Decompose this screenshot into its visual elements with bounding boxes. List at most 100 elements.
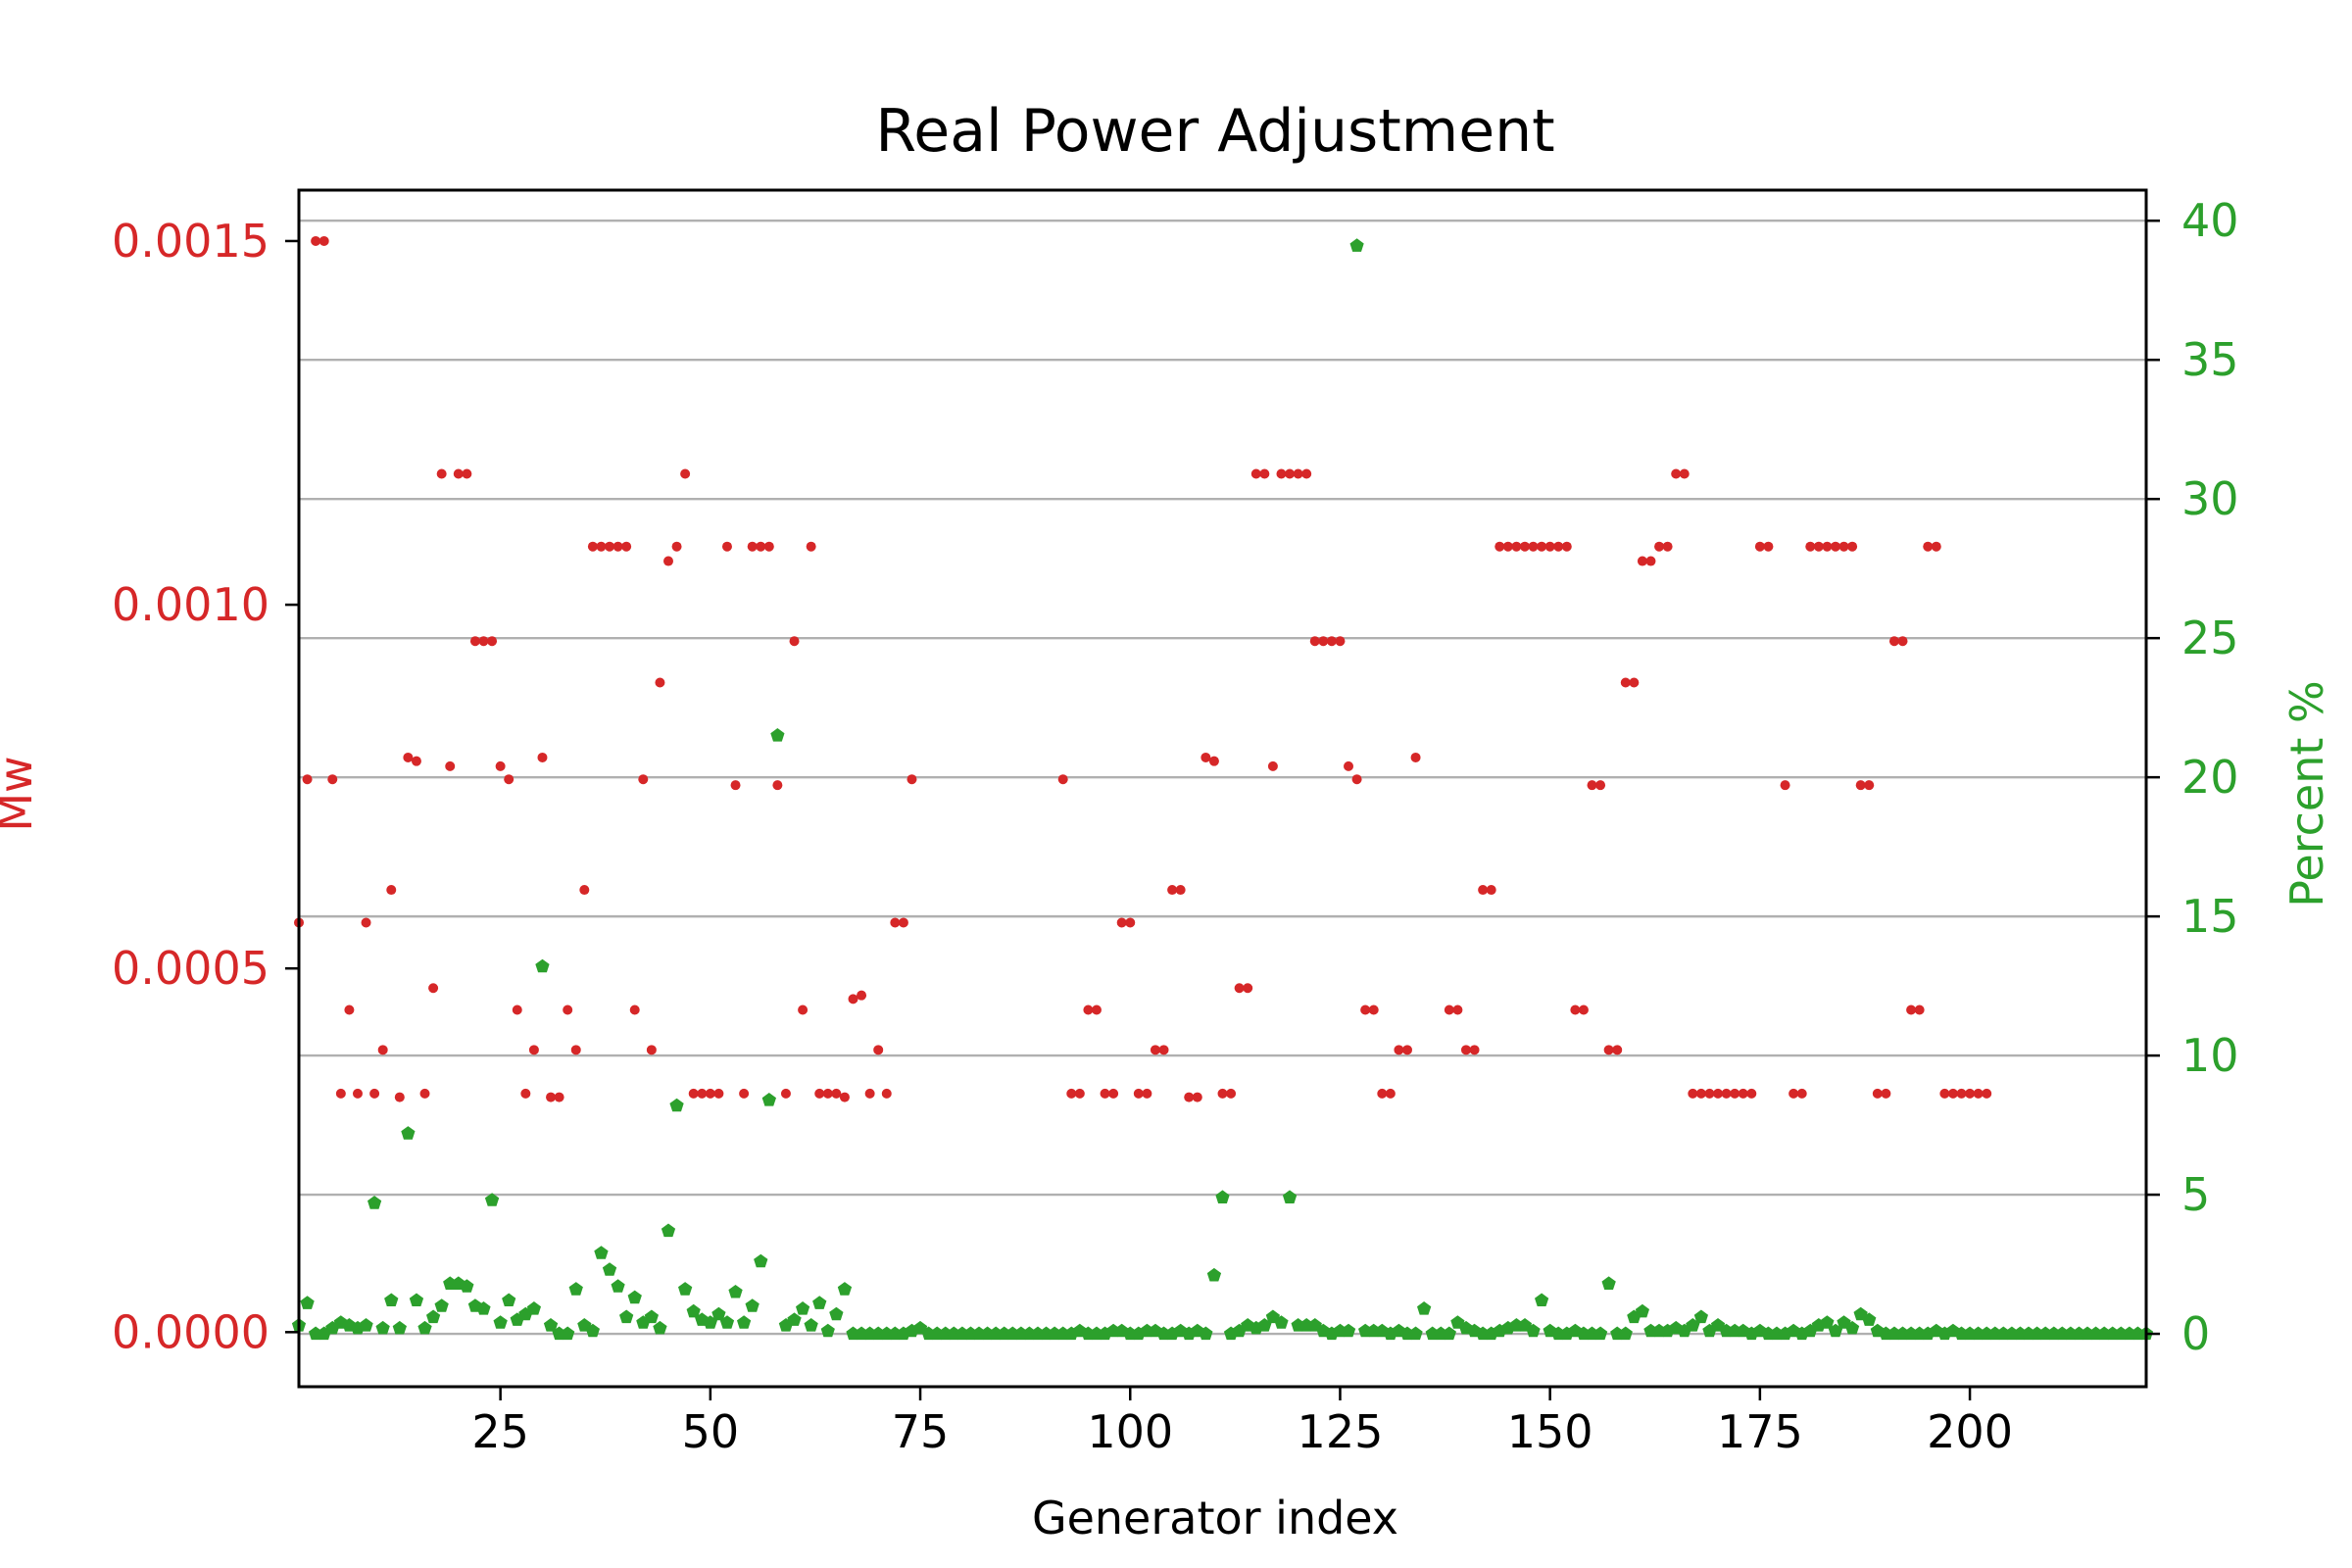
mw-point — [1704, 1088, 1715, 1099]
percent-point — [1215, 1190, 1230, 1203]
mw-point — [1150, 1045, 1160, 1055]
mw-point — [814, 1088, 825, 1099]
mw-point — [1645, 556, 1656, 566]
percent-point — [1349, 238, 1364, 252]
mw-point — [302, 774, 313, 785]
percent-point — [711, 1306, 726, 1321]
mw-point — [873, 1045, 884, 1055]
mw-point — [857, 990, 867, 1001]
mw-point — [1578, 1004, 1589, 1015]
mw-point — [1402, 1045, 1412, 1055]
mw-point — [629, 1004, 640, 1015]
mw-point — [1125, 917, 1136, 928]
x-tick-label: 100 — [1087, 1405, 1173, 1458]
mw-point — [495, 760, 506, 771]
percent-point — [384, 1293, 399, 1306]
y-right-tick-label: 10 — [2181, 1029, 2239, 1082]
y-axis-left-title: Mw — [0, 756, 42, 831]
percent-point — [812, 1296, 827, 1309]
mw-point — [822, 1088, 833, 1099]
mw-point — [570, 1045, 581, 1055]
mw-point — [638, 774, 649, 785]
mw-point — [504, 774, 514, 785]
y-axis-right-title: Percent % — [2280, 680, 2333, 906]
mw-point — [1083, 1004, 1094, 1015]
mw-point — [1620, 677, 1631, 688]
mw-point — [898, 917, 908, 928]
y-right-tick-label: 5 — [2181, 1168, 2210, 1221]
mw-point — [1830, 541, 1840, 552]
mw-point — [848, 994, 858, 1004]
mw-point — [1335, 636, 1346, 647]
percent-point — [535, 958, 550, 973]
y-right-tick-label: 0 — [2181, 1307, 2210, 1360]
mw-point — [1057, 774, 1068, 785]
percent-point — [661, 1223, 676, 1238]
mw-point — [1688, 1088, 1698, 1099]
percent-point — [745, 1298, 760, 1312]
mw-point — [587, 541, 598, 552]
percent-point — [1199, 1326, 1213, 1341]
percent-point — [1686, 1318, 1700, 1332]
percent-point — [526, 1301, 541, 1315]
percent-point — [409, 1293, 424, 1306]
mw-point — [469, 636, 480, 647]
mw-point — [1502, 541, 1513, 552]
mw-point — [596, 541, 607, 552]
y-left-tick-label: 0.0005 — [112, 942, 270, 995]
mw-point — [780, 1088, 791, 1099]
mw-point — [1394, 1045, 1404, 1055]
mw-point — [1956, 1088, 1967, 1099]
y-right-tick-label: 25 — [2181, 612, 2239, 664]
percent-point — [417, 1320, 432, 1335]
mw-point — [1973, 1088, 1984, 1099]
mw-point — [798, 1004, 808, 1015]
mw-point — [1469, 1045, 1480, 1055]
mw-point — [1344, 760, 1354, 771]
percent-point — [1601, 1276, 1616, 1290]
percent-point — [300, 1296, 315, 1309]
mw-point — [1537, 541, 1547, 552]
mw-point — [428, 983, 439, 994]
mw-point — [688, 1088, 699, 1099]
mw-point — [1301, 468, 1312, 479]
mw-point — [671, 541, 682, 552]
mw-point — [1671, 468, 1682, 479]
mw-point — [1285, 468, 1296, 479]
percent-point — [568, 1282, 583, 1296]
mw-point — [1360, 1004, 1371, 1015]
percent-point — [737, 1315, 752, 1329]
percent-point — [1635, 1303, 1649, 1318]
percent-point — [686, 1303, 701, 1318]
mw-point — [705, 1088, 715, 1099]
mw-point — [1637, 556, 1647, 566]
mw-point — [697, 1088, 708, 1099]
mw-point — [1184, 1092, 1195, 1102]
percent-point — [460, 1279, 474, 1293]
percent-point — [401, 1126, 416, 1140]
mw-point — [1243, 983, 1253, 994]
percent-point — [619, 1309, 634, 1324]
mw-point — [1587, 780, 1597, 791]
percent-point — [653, 1320, 667, 1335]
mw-point — [311, 235, 321, 246]
mw-point — [520, 1088, 531, 1099]
percent-point — [1282, 1190, 1298, 1203]
mw-point — [1662, 541, 1673, 552]
mw-point — [1494, 541, 1505, 552]
mw-point — [1158, 1045, 1169, 1055]
percent-point — [728, 1285, 743, 1298]
y-left-tick-label: 0.0015 — [112, 215, 270, 268]
percent-point — [1592, 1326, 1608, 1341]
percent-point — [1618, 1326, 1633, 1341]
mw-point — [1595, 780, 1606, 791]
percent-point — [796, 1301, 810, 1315]
mw-point — [1721, 1088, 1732, 1099]
percent-point — [585, 1323, 600, 1338]
percent-point — [502, 1293, 516, 1306]
percent-point — [392, 1320, 407, 1335]
percent-point — [770, 728, 785, 742]
percent-point — [1274, 1315, 1289, 1329]
axis-ticks: 25 50 75 100 125 150 175 2000.00000.00050.00100… — [112, 194, 2239, 1458]
